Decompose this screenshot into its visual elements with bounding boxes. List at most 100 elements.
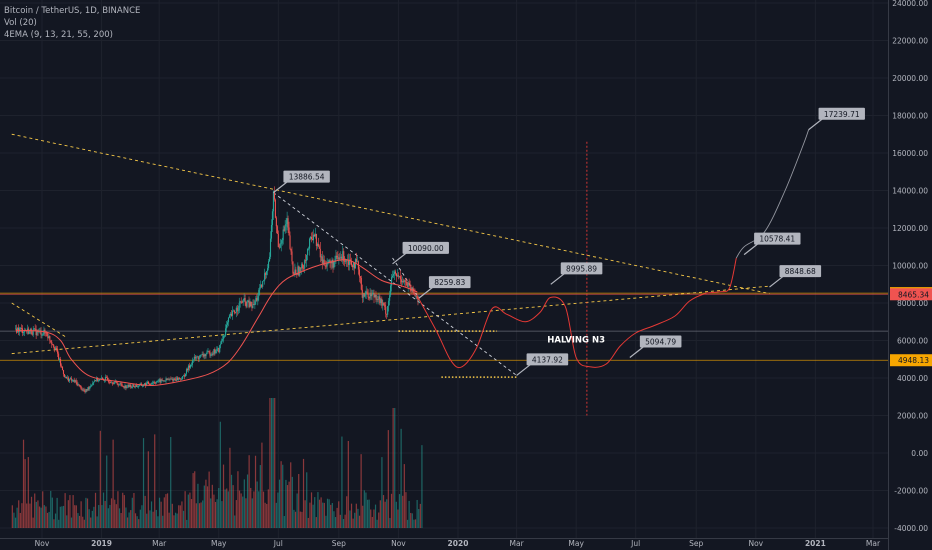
candle-body [344,261,346,263]
price-axis[interactable]: 24000.00 22000.00 20000.00 18000.00 16000.00… [892,0,928,533]
price-axis-tick-label: 20000.00 [892,74,928,83]
candle-body [211,353,213,356]
candle-body [256,298,258,301]
volume-bar [218,488,220,528]
candle-body [351,265,354,268]
candle-body [98,380,100,382]
candle-body [129,384,131,387]
candle-body [99,378,101,381]
volume-bar [320,497,322,528]
candle-body [193,356,195,360]
callout-pointer [392,252,407,265]
candle-body [206,351,208,355]
volume-bar [414,519,417,528]
candle-body [237,310,239,312]
price-callout[interactable]: 17239.71 [808,107,865,131]
time-axis[interactable]: Nov 2019 Mar May Jul Sep Nov 2020 Mar May Jul Sep No… [35,539,881,548]
volume-bar [274,398,276,528]
volume-bar [419,503,421,528]
candle-body [365,291,367,295]
trendline[interactable] [11,285,770,355]
candle-body [276,226,278,234]
candle-body [267,268,269,272]
candle-body [122,385,124,387]
price-callout[interactable]: 10578.41 [743,232,801,256]
trendline[interactable] [11,302,66,338]
candle-body [155,382,157,384]
price-callout[interactable]: 13886.54 [273,170,330,194]
volume-bar [45,506,47,528]
volume-bar [296,493,298,528]
volume-bar [43,505,45,528]
candle-body [253,304,255,305]
candle-body [31,333,33,335]
candle-body [110,382,112,384]
candle-body [201,354,203,355]
candle-body [361,289,363,298]
candle-body [296,274,298,276]
price-axis-tick-label: 8000.00 [897,299,928,308]
candle-body [270,224,273,239]
candle-body [285,224,287,227]
price-callout[interactable]: 8259.83 [418,276,471,299]
volume-bar [304,500,306,528]
volume-bar [226,488,228,528]
candle-body [112,383,114,385]
candle-body [52,344,54,346]
volume-bar [405,492,407,528]
candle-body [402,281,404,282]
candle-body [251,306,253,308]
volume-bar [202,500,204,528]
callout-box [283,170,330,183]
candle-body [265,273,267,275]
price-callout[interactable]: 8995.89 [550,262,603,285]
volume-bar [291,476,293,528]
candle-body [88,387,90,389]
volume-bar [66,515,68,528]
price-level-tag[interactable]: 4948.13 [890,354,932,367]
volume-bar [277,492,279,528]
price-level-tag[interactable]: 8465.34 [890,288,932,301]
symbol-title: Bitcoin / TetherUS, 1D, BINANCE [4,6,141,16]
candle-body [66,377,68,379]
callout-box [402,241,449,254]
volume-bar [162,515,164,528]
volume-bar [264,502,266,528]
candle-body [328,260,330,264]
candle-body [26,328,28,332]
candle-body [307,248,309,255]
price-axis-tick-label: 22000.00 [892,37,928,46]
candle-body [257,296,259,301]
price-callout[interactable]: 4137.92 [516,353,569,376]
candle-body [58,353,60,360]
candle-body [327,263,329,264]
callout-label: 8259.83 [434,278,465,287]
projection-path-final[interactable] [735,129,810,259]
projection-path[interactable] [416,257,737,369]
trendline[interactable] [11,133,770,295]
volume-bar [397,509,399,528]
candle-body [132,384,134,387]
candle-body [330,261,332,264]
candle-body [94,380,96,382]
candle-body [164,381,166,382]
volume-bar [392,408,394,528]
price-callout[interactable]: 10090.00 [392,241,449,265]
volume-bar [214,501,217,528]
volume-bar [410,512,412,528]
volume-bar [152,511,154,528]
volume-bar [365,492,367,528]
candle-body [375,295,377,300]
candle-body [60,359,62,366]
descending-trendline[interactable] [392,257,420,299]
price-callout[interactable]: 8848.68 [769,265,822,288]
candle-body [360,277,362,290]
candle-body [120,383,122,385]
volume-bar [370,509,372,528]
price-callout[interactable]: 5094.79 [629,335,682,358]
candle-body [316,243,318,246]
candle-body [345,259,347,262]
ema-line[interactable] [15,259,418,387]
candle-body [72,379,74,381]
